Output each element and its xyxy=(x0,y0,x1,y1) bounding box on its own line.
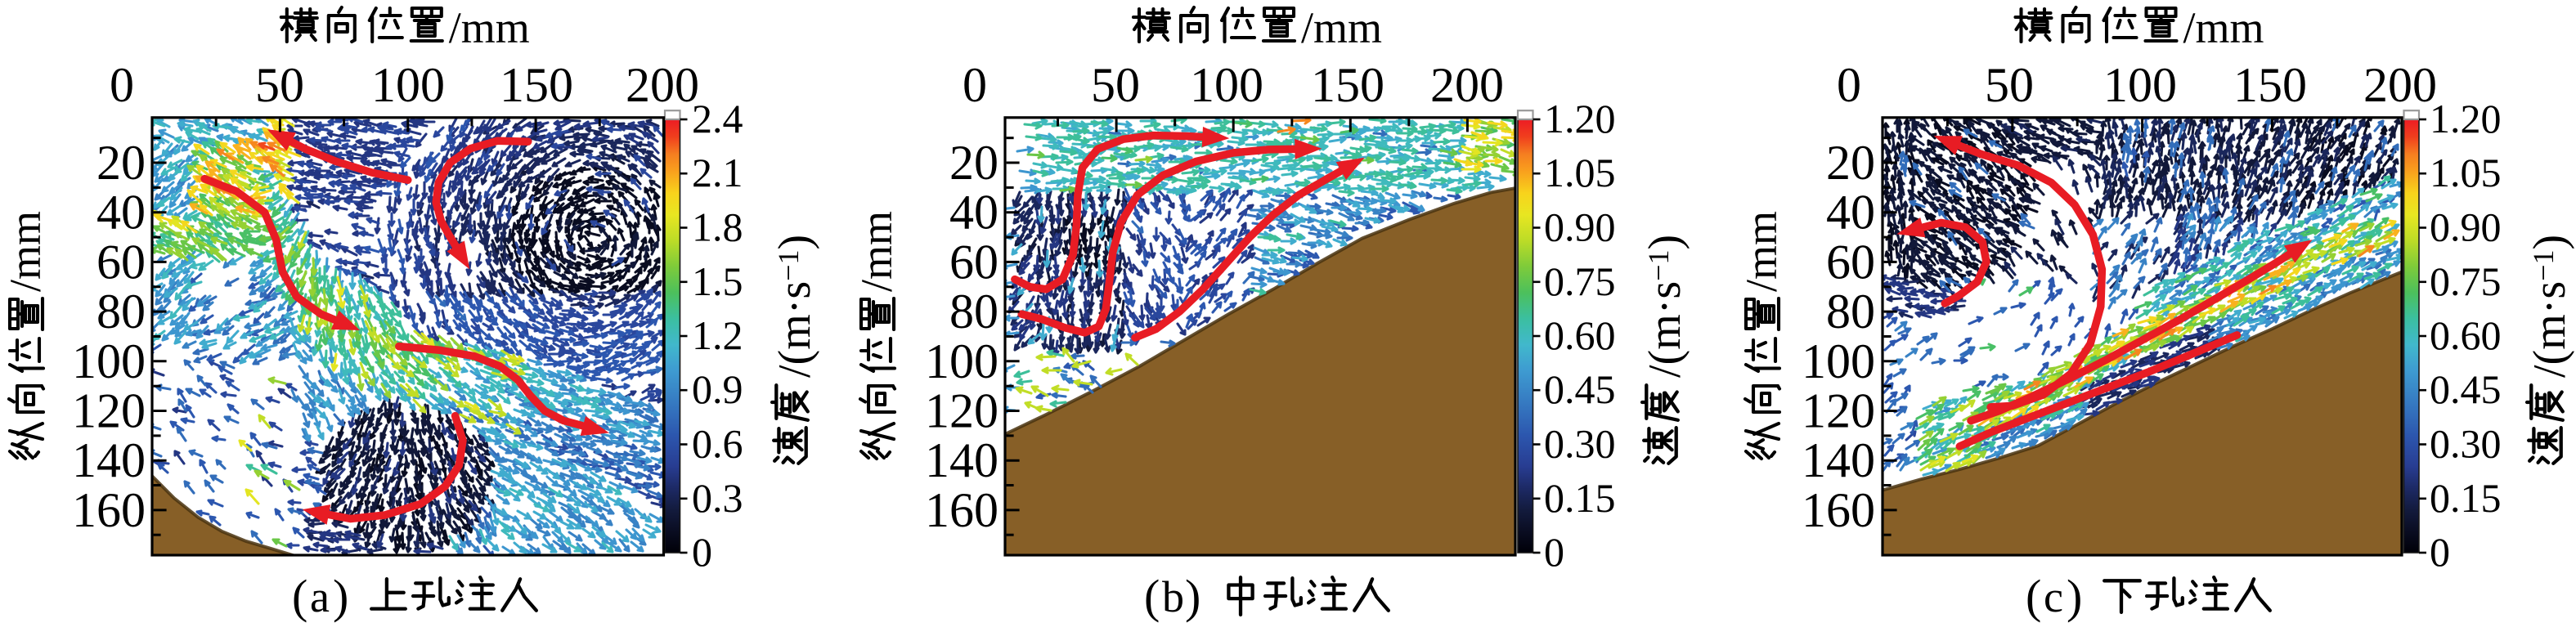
svg-text:1.8: 1.8 xyxy=(692,204,743,250)
svg-text:40: 40 xyxy=(1826,186,1875,240)
svg-text:200: 200 xyxy=(626,58,699,112)
svg-text:/mm: /mm xyxy=(1737,211,1786,292)
svg-text:0: 0 xyxy=(2430,529,2450,575)
svg-text:0.90: 0.90 xyxy=(1544,204,1616,250)
svg-text:0.45: 0.45 xyxy=(2430,366,2502,412)
svg-text:0.75: 0.75 xyxy=(1544,258,1616,304)
svg-text:2.1: 2.1 xyxy=(692,150,743,195)
svg-text:0.45: 0.45 xyxy=(1544,366,1616,412)
svg-text:160: 160 xyxy=(1802,483,1875,537)
svg-text:0.60: 0.60 xyxy=(1544,312,1616,358)
svg-text:0: 0 xyxy=(1544,529,1564,575)
svg-text:1.20: 1.20 xyxy=(2430,96,2502,141)
svg-text:0.15: 0.15 xyxy=(1544,475,1616,521)
svg-text:100: 100 xyxy=(1190,58,1263,112)
svg-text:20: 20 xyxy=(96,136,146,190)
svg-text:100: 100 xyxy=(925,334,999,388)
svg-text:80: 80 xyxy=(1826,285,1875,338)
svg-text:100: 100 xyxy=(1802,334,1875,388)
svg-text:(: ( xyxy=(1144,570,1160,623)
svg-text:50: 50 xyxy=(1091,58,1140,112)
svg-text:1.05: 1.05 xyxy=(2430,150,2502,195)
svg-text:b: b xyxy=(1162,572,1184,621)
svg-text:200: 200 xyxy=(2363,58,2437,112)
svg-text:2.4: 2.4 xyxy=(692,96,743,141)
svg-text:100: 100 xyxy=(2103,58,2177,112)
svg-text:0.6: 0.6 xyxy=(692,421,743,467)
svg-text:1.20: 1.20 xyxy=(1544,96,1616,141)
svg-text:160: 160 xyxy=(925,483,999,537)
svg-text:0.30: 0.30 xyxy=(2430,421,2502,467)
svg-text:100: 100 xyxy=(371,58,445,112)
svg-text:0: 0 xyxy=(963,58,987,112)
svg-text:0: 0 xyxy=(1837,58,1861,112)
svg-text:160: 160 xyxy=(72,483,146,537)
svg-text:/mm: /mm xyxy=(1301,3,1382,52)
svg-text:50: 50 xyxy=(1985,58,2034,112)
svg-text:50: 50 xyxy=(255,58,304,112)
svg-text:(: ( xyxy=(292,570,307,623)
svg-text:0.9: 0.9 xyxy=(692,366,743,412)
svg-text:0.75: 0.75 xyxy=(2430,258,2502,304)
svg-text:60: 60 xyxy=(1826,235,1875,289)
svg-text:150: 150 xyxy=(1311,58,1384,112)
svg-text:(: ( xyxy=(2026,570,2041,623)
svg-text:/mm: /mm xyxy=(1,211,50,292)
svg-text:0.60: 0.60 xyxy=(2430,312,2502,358)
svg-text:1.5: 1.5 xyxy=(692,258,743,304)
svg-text:1.05: 1.05 xyxy=(1544,150,1616,195)
svg-text:/mm: /mm xyxy=(852,211,901,292)
svg-text:80: 80 xyxy=(949,285,999,338)
svg-text:100: 100 xyxy=(72,334,146,388)
svg-text:60: 60 xyxy=(949,235,999,289)
svg-text:0.3: 0.3 xyxy=(692,475,743,521)
svg-text:120: 120 xyxy=(72,384,146,438)
svg-text:): ) xyxy=(333,570,348,623)
svg-text:): ) xyxy=(1185,570,1200,623)
svg-text:120: 120 xyxy=(925,384,999,438)
svg-text:40: 40 xyxy=(949,186,999,240)
svg-text:120: 120 xyxy=(1802,384,1875,438)
svg-text:150: 150 xyxy=(500,58,573,112)
svg-text:60: 60 xyxy=(96,235,146,289)
svg-text:/(m·s−1): /(m·s−1) xyxy=(770,235,820,378)
svg-text:1.2: 1.2 xyxy=(692,312,743,358)
svg-text:0: 0 xyxy=(692,529,712,575)
svg-text:140: 140 xyxy=(72,433,146,487)
svg-text:80: 80 xyxy=(96,285,146,338)
svg-text:140: 140 xyxy=(1802,433,1875,487)
svg-text:150: 150 xyxy=(2233,58,2307,112)
svg-text:): ) xyxy=(2067,570,2082,623)
svg-text:0.90: 0.90 xyxy=(2430,204,2502,250)
svg-text:/mm: /mm xyxy=(449,3,530,52)
svg-text:c: c xyxy=(2044,572,2063,621)
svg-text:0: 0 xyxy=(110,58,134,112)
svg-text:200: 200 xyxy=(1430,58,1504,112)
svg-text:/mm: /mm xyxy=(2183,3,2264,52)
svg-text:a: a xyxy=(310,572,330,621)
svg-text:20: 20 xyxy=(949,136,999,190)
svg-text:140: 140 xyxy=(925,433,999,487)
svg-text:40: 40 xyxy=(96,186,146,240)
svg-text:20: 20 xyxy=(1826,136,1875,190)
svg-text:0.30: 0.30 xyxy=(1544,421,1616,467)
svg-text:0.15: 0.15 xyxy=(2430,475,2502,521)
